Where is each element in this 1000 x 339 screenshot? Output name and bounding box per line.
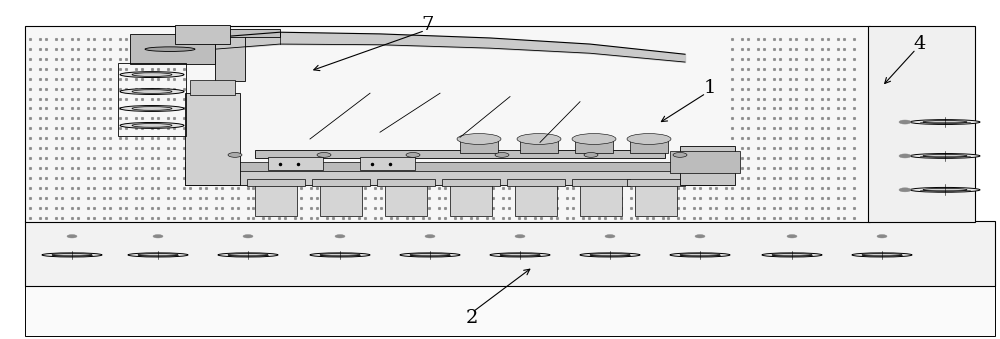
Bar	[118, 63, 186, 136]
Ellipse shape	[410, 254, 450, 256]
Bar	[680, 146, 735, 185]
Ellipse shape	[923, 121, 967, 123]
Bar	[520, 140, 558, 153]
Ellipse shape	[852, 253, 912, 257]
Ellipse shape	[120, 72, 184, 78]
Bar	[185, 162, 715, 171]
Bar	[515, 184, 557, 216]
Circle shape	[877, 235, 887, 238]
Circle shape	[335, 235, 345, 238]
Circle shape	[406, 153, 420, 157]
Ellipse shape	[128, 253, 188, 257]
Ellipse shape	[627, 134, 671, 144]
Ellipse shape	[132, 107, 172, 110]
Bar	[25, 221, 995, 286]
Ellipse shape	[42, 253, 102, 257]
Ellipse shape	[490, 253, 550, 257]
Ellipse shape	[572, 134, 616, 144]
Ellipse shape	[400, 253, 460, 257]
Ellipse shape	[910, 154, 980, 158]
Bar	[450, 184, 492, 216]
Bar	[175, 25, 230, 44]
Circle shape	[243, 235, 253, 238]
Bar	[215, 32, 245, 81]
Ellipse shape	[910, 187, 980, 192]
Bar	[385, 184, 427, 216]
Ellipse shape	[120, 122, 184, 128]
Bar	[268, 157, 323, 170]
Text: 2: 2	[466, 309, 478, 327]
Bar	[320, 184, 362, 216]
Circle shape	[899, 154, 911, 158]
Bar	[377, 179, 435, 186]
Ellipse shape	[120, 88, 184, 95]
Bar	[130, 34, 215, 64]
Bar	[25, 285, 995, 336]
Circle shape	[67, 235, 77, 238]
Ellipse shape	[138, 254, 178, 256]
Bar	[185, 170, 715, 185]
Ellipse shape	[580, 253, 640, 257]
Bar	[185, 29, 280, 37]
Ellipse shape	[680, 254, 720, 256]
Circle shape	[899, 120, 911, 124]
Bar	[460, 140, 498, 153]
Circle shape	[153, 235, 163, 238]
Ellipse shape	[310, 253, 370, 257]
Circle shape	[787, 235, 797, 238]
Ellipse shape	[772, 254, 812, 256]
Ellipse shape	[145, 47, 195, 52]
Circle shape	[515, 235, 525, 238]
Ellipse shape	[132, 124, 172, 127]
Circle shape	[425, 235, 435, 238]
Bar	[247, 179, 305, 186]
Circle shape	[899, 188, 911, 192]
Bar	[312, 179, 370, 186]
Text: 1: 1	[704, 79, 716, 97]
Bar	[575, 140, 613, 153]
Ellipse shape	[910, 120, 980, 124]
Ellipse shape	[590, 254, 630, 256]
Bar	[630, 140, 668, 153]
Circle shape	[317, 153, 331, 157]
Bar	[190, 80, 235, 95]
Circle shape	[673, 153, 687, 157]
Circle shape	[605, 235, 615, 238]
Circle shape	[495, 153, 509, 157]
Bar	[442, 179, 500, 186]
Bar	[185, 93, 240, 185]
Bar	[255, 150, 665, 158]
Ellipse shape	[500, 254, 540, 256]
Ellipse shape	[457, 134, 501, 144]
Bar	[635, 184, 677, 216]
Ellipse shape	[228, 254, 268, 256]
Bar	[360, 157, 415, 170]
Ellipse shape	[52, 254, 92, 256]
Circle shape	[695, 235, 705, 238]
Ellipse shape	[132, 90, 172, 93]
Ellipse shape	[923, 188, 967, 191]
Circle shape	[228, 153, 242, 157]
Bar	[670, 151, 740, 173]
Ellipse shape	[517, 134, 561, 144]
Bar	[572, 179, 630, 186]
Ellipse shape	[218, 253, 278, 257]
Ellipse shape	[762, 253, 822, 257]
Text: 4: 4	[914, 35, 926, 53]
Bar	[25, 26, 870, 222]
Bar	[868, 26, 975, 222]
Ellipse shape	[132, 73, 172, 76]
Ellipse shape	[670, 253, 730, 257]
Bar	[255, 184, 297, 216]
Bar	[580, 184, 622, 216]
Bar	[627, 179, 685, 186]
Circle shape	[584, 153, 598, 157]
Text: 7: 7	[422, 16, 434, 35]
Bar	[507, 179, 565, 186]
Ellipse shape	[923, 155, 967, 157]
Ellipse shape	[320, 254, 360, 256]
Ellipse shape	[120, 105, 184, 112]
Ellipse shape	[862, 254, 902, 256]
